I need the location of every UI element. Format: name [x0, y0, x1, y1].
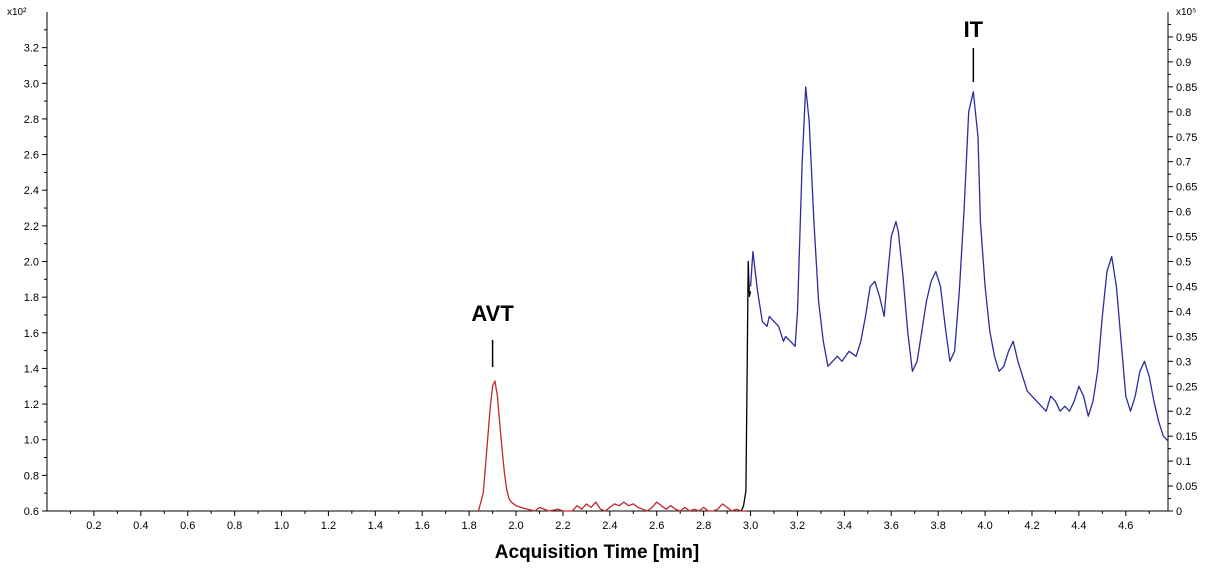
y-left-tick-label: 2.6 [24, 150, 39, 162]
x-tick-label: 0.4 [133, 520, 148, 532]
x-tick-label: 1.2 [321, 520, 336, 532]
y-left-tick-label: 1.8 [24, 292, 39, 304]
right-axis-multiplier: x10⁵ [1176, 7, 1196, 18]
y-right-tick-label: 0.05 [1176, 481, 1197, 493]
x-tick-label: 1.6 [415, 520, 430, 532]
it-peak-label: IT [964, 17, 984, 42]
x-tick-label: 2.6 [649, 520, 664, 532]
y-right-tick-label: 0.75 [1176, 132, 1197, 144]
x-tick-label: 4.2 [1024, 520, 1039, 532]
y-right-tick-label: 0.85 [1176, 82, 1197, 94]
y-right-tick-label: 0.1 [1176, 456, 1191, 468]
y-left-tick-label: 2.8 [24, 114, 39, 126]
y-left-tick-label: 1.2 [24, 399, 39, 411]
it-trace [749, 86, 1169, 442]
y-left-tick-label: 2.4 [24, 185, 39, 197]
x-tick-label: 0.8 [227, 520, 242, 532]
y-right-tick-label: 0.8 [1176, 107, 1191, 119]
y-right-tick-label: 0.4 [1176, 306, 1191, 318]
y-right-tick-label: 0.6 [1176, 207, 1191, 219]
y-right-tick-label: 0.35 [1176, 331, 1197, 343]
y-right-tick-label: 0.25 [1176, 381, 1197, 393]
y-left-tick-label: 3.2 [24, 43, 39, 55]
y-right-tick-label: 0.9 [1176, 57, 1191, 69]
y-right-tick-label: 0.45 [1176, 281, 1197, 293]
x-tick-label: 4.0 [977, 520, 992, 532]
chart-series-layer [477, 86, 1169, 512]
left-axis-multiplier: x10² [7, 7, 27, 18]
x-tick-label: 1.4 [368, 520, 383, 532]
y-right-tick-label: 0.95 [1176, 32, 1197, 44]
x-tick-label: 4.6 [1118, 520, 1133, 532]
y-left-tick-label: 1.4 [24, 363, 39, 375]
x-tick-label: 2.0 [508, 520, 523, 532]
x-tick-label: 0.2 [86, 520, 101, 532]
y-left-tick-label: 1.0 [24, 435, 39, 447]
y-left-tick-label: 0.8 [24, 470, 39, 482]
y-right-tick-label: 0.55 [1176, 232, 1197, 244]
x-tick-label: 2.8 [696, 520, 711, 532]
y-right-tick-label: 0.5 [1176, 257, 1191, 269]
y-right-tick-label: 0.2 [1176, 406, 1191, 418]
chart-annotations: AVT IT [471, 17, 984, 367]
y-left-tick-label: 2.0 [24, 257, 39, 269]
x-tick-label: 2.2 [555, 520, 570, 532]
x-tick-label: 1.8 [461, 520, 476, 532]
y-left-tick-label: 2.2 [24, 221, 39, 233]
y-left-tick-label: 1.6 [24, 328, 39, 340]
x-tick-label: 4.4 [1071, 520, 1086, 532]
transition-trace [740, 260, 752, 512]
y-left-tick-label: 3.0 [24, 78, 39, 90]
y-right-tick-label: 0.7 [1176, 157, 1191, 169]
avt-trace [477, 380, 746, 512]
x-axis-label: Acquisition Time [min] [495, 542, 699, 563]
x-tick-label: 3.2 [790, 520, 805, 532]
y-left-tick-label: 0.6 [24, 506, 39, 518]
y-right-tick-label: 0.3 [1176, 356, 1191, 368]
y-right-tick-label: 0 [1176, 506, 1182, 518]
x-tick-label: 0.6 [180, 520, 195, 532]
x-tick-label: 2.4 [602, 520, 617, 532]
x-tick-label: 3.4 [837, 520, 852, 532]
x-tick-label: 3.8 [931, 520, 946, 532]
y-right-tick-label: 0.15 [1176, 431, 1197, 443]
x-tick-label: 3.6 [884, 520, 899, 532]
avt-peak-label: AVT [471, 301, 514, 326]
x-tick-label: 1.0 [274, 520, 289, 532]
y-right-tick-label: 0.65 [1176, 182, 1197, 194]
chart-axes: 0.2 0.4 0.6 0.8 1.0 1.2 1.4 1.6 1.8 2.0 2.2 2.4 2.6 2… [24, 12, 1197, 532]
x-tick-label: 3.0 [743, 520, 758, 532]
